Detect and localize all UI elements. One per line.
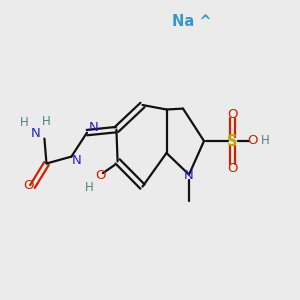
Text: N: N xyxy=(31,127,41,140)
Text: N: N xyxy=(89,121,98,134)
Text: S: S xyxy=(227,134,238,148)
Text: O: O xyxy=(24,179,34,192)
Text: N: N xyxy=(184,169,194,182)
Text: O: O xyxy=(227,161,238,175)
Text: H: H xyxy=(85,181,94,194)
Text: N: N xyxy=(72,154,82,167)
Text: H: H xyxy=(20,116,28,130)
Text: Na ^: Na ^ xyxy=(172,14,212,28)
Text: O: O xyxy=(247,134,258,148)
Text: H: H xyxy=(261,134,270,148)
Text: H: H xyxy=(41,115,50,128)
Text: O: O xyxy=(227,107,238,121)
Text: O: O xyxy=(95,169,106,182)
